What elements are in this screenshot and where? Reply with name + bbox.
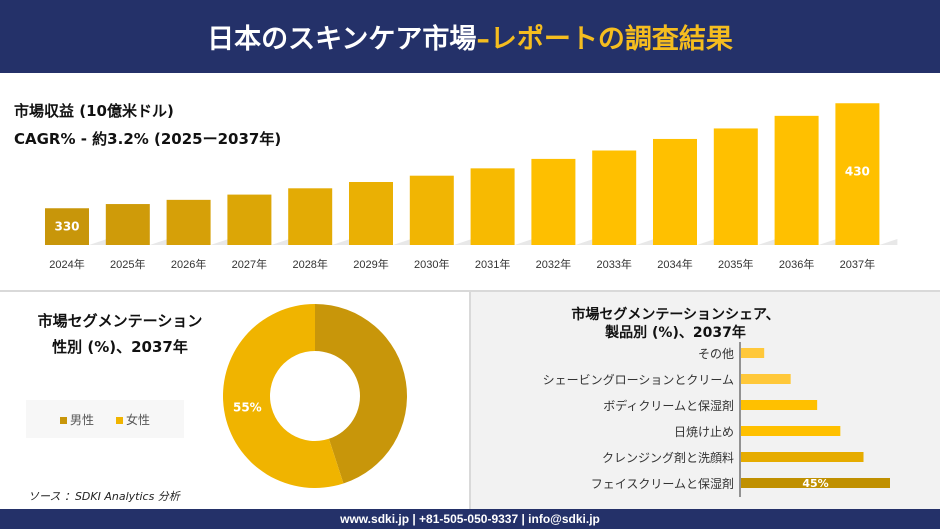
x-tick-label: 2033年	[596, 257, 631, 271]
legend-item-female: 女性	[116, 411, 150, 428]
x-tick-label: 2031年	[475, 257, 510, 271]
legend-item-male: 男性	[59, 411, 94, 428]
cagr-label: CAGR% - 約3.2% (2025ー2037年)	[14, 130, 282, 148]
source-note: ソース ：SDKI Analytics 分析	[28, 490, 180, 503]
bar-2031年	[470, 168, 515, 245]
bar-shadow	[210, 239, 229, 245]
bar-2026年	[166, 199, 211, 245]
y-tick-label: フェイスクリームと保湿剤	[591, 476, 734, 491]
product-title-2: 製品別 (%)、2037年	[605, 325, 746, 341]
revenue-label: 市場収益 (10億米ドル)	[14, 102, 174, 120]
x-tick-label: 2024年	[49, 257, 84, 271]
divider	[0, 290, 940, 292]
bar-shadow	[149, 239, 168, 245]
x-tick-label: 2027年	[232, 257, 267, 271]
hbar-その他	[741, 348, 765, 358]
bar-2027年	[227, 194, 272, 245]
hbar-日焼け止め	[741, 426, 841, 436]
gender-title-2: 性別 (%)、2037年	[52, 338, 188, 356]
bar-shadow	[271, 239, 290, 245]
data-label: 45%	[802, 477, 828, 490]
title-main: 日本のスキンケア市場	[207, 24, 477, 55]
divider	[469, 292, 471, 509]
header: 日本のスキンケア市場 –レポートの調査結果	[0, 0, 940, 73]
x-tick-label: 2037年	[840, 257, 875, 271]
bar-2036年	[774, 115, 819, 245]
x-tick-label: 2036年	[779, 257, 814, 271]
bar-2024年	[45, 208, 89, 245]
x-tick-label: 2029年	[353, 257, 388, 271]
data-label: 55%	[233, 401, 262, 415]
bar-shadow	[757, 239, 776, 245]
x-tick-label: 2025年	[110, 257, 145, 271]
hbar-フェイスクリームと保湿剤	[741, 478, 890, 488]
x-tick-label: 2035年	[718, 257, 753, 271]
bar-shadow	[89, 239, 107, 245]
bar-2033年	[592, 150, 637, 245]
title-accent: –レポートの調査結果	[476, 24, 733, 55]
data-label: 430	[845, 164, 870, 178]
x-tick-label: 2028年	[292, 257, 327, 271]
bar-shadow	[818, 239, 837, 245]
hbar-クレンジング剤と洗顔料	[741, 452, 864, 462]
x-tick-label: 2026年	[171, 257, 206, 271]
bar-2032年	[531, 158, 576, 245]
x-tick-label: 2034年	[657, 257, 692, 271]
bar-shadow	[393, 239, 411, 245]
donut-slice-女性	[223, 304, 344, 488]
bar-shadow	[575, 239, 594, 245]
bar-shadow	[514, 239, 533, 245]
footer-contact: www.sdki.jp | +81-505-050-9337 | info@sd…	[0, 509, 940, 529]
hbar-シェービングローションとクリーム	[741, 374, 791, 384]
bar-2029年	[349, 182, 393, 245]
bar-2030年	[409, 175, 454, 245]
bar-2037年	[835, 103, 880, 245]
bar-2028年	[288, 188, 333, 245]
gender-legend: 男性 女性	[26, 400, 184, 438]
data-label: 330	[54, 219, 79, 233]
x-tick-label: 2032年	[536, 257, 571, 271]
bar-2035年	[713, 128, 758, 245]
x-tick-label: 2030年	[414, 257, 449, 271]
bar-shadow	[453, 239, 472, 245]
y-tick-label: 日焼け止め	[674, 425, 734, 439]
bar-2025年	[105, 204, 150, 245]
bar-shadow	[332, 239, 351, 245]
gender-title-1: 市場セグメンテーション	[37, 312, 203, 330]
hbar-ボディクリームと保湿剤	[741, 400, 818, 410]
product-title-1: 市場セグメンテーションシェア、	[571, 307, 780, 323]
bar-shadow	[636, 239, 655, 245]
y-tick-label: その他	[698, 347, 734, 361]
y-tick-label: シェービングローションとクリーム	[543, 373, 734, 387]
product-panel	[471, 292, 940, 509]
y-tick-label: クレンジング剤と洗顔料	[602, 450, 734, 465]
bar-2034年	[653, 138, 697, 245]
bar-shadow	[879, 239, 898, 245]
bar-shadow	[697, 239, 715, 245]
y-tick-label: ボディクリームと保湿剤	[603, 398, 734, 413]
donut-slice-男性	[315, 304, 407, 484]
